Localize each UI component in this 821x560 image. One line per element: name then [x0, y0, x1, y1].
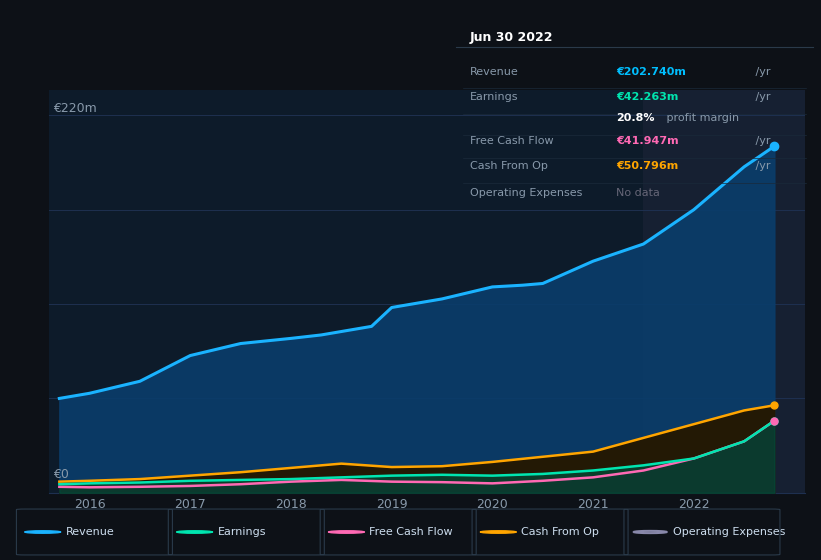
Text: €41.947m: €41.947m	[617, 136, 679, 146]
Text: Earnings: Earnings	[470, 92, 518, 102]
Bar	[644, 90, 805, 493]
Text: /yr: /yr	[752, 136, 771, 146]
Circle shape	[25, 531, 61, 533]
Text: Revenue: Revenue	[66, 527, 114, 537]
Text: /yr: /yr	[752, 67, 771, 77]
Text: Operating Expenses: Operating Expenses	[673, 527, 786, 537]
Text: €220m: €220m	[53, 102, 97, 115]
Text: Revenue: Revenue	[470, 67, 519, 77]
Text: 20.8%: 20.8%	[617, 113, 655, 123]
Text: Cash From Op: Cash From Op	[470, 161, 548, 171]
Text: Earnings: Earnings	[218, 527, 266, 537]
Text: €202.740m: €202.740m	[617, 67, 686, 77]
Text: No data: No data	[617, 188, 660, 198]
Text: €50.796m: €50.796m	[617, 161, 679, 171]
Text: /yr: /yr	[752, 92, 771, 102]
Text: Jun 30 2022: Jun 30 2022	[470, 31, 553, 44]
Text: Free Cash Flow: Free Cash Flow	[369, 527, 453, 537]
Text: profit margin: profit margin	[663, 113, 739, 123]
Text: Free Cash Flow: Free Cash Flow	[470, 136, 553, 146]
Circle shape	[480, 531, 516, 533]
Circle shape	[177, 531, 213, 533]
Circle shape	[328, 531, 365, 533]
Text: Operating Expenses: Operating Expenses	[470, 188, 582, 198]
Text: Cash From Op: Cash From Op	[521, 527, 599, 537]
Text: €0: €0	[53, 468, 69, 480]
Text: /yr: /yr	[752, 161, 771, 171]
Text: €42.263m: €42.263m	[617, 92, 679, 102]
